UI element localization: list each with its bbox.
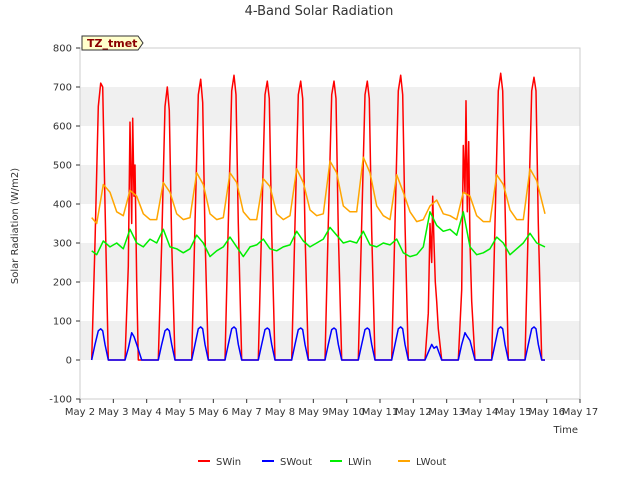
x-tick-label: May 6	[198, 407, 228, 418]
y-tick-label: -100	[49, 395, 72, 406]
y-axis-title: Solar Radiation (W/m2)	[10, 168, 21, 284]
x-axis-title: Time	[553, 425, 578, 436]
chart-title: 4-Band Solar Radiation	[245, 4, 394, 19]
x-tick-label: May 17	[562, 407, 599, 418]
y-tick-label: 100	[53, 317, 72, 328]
y-tick-label: 700	[53, 83, 72, 94]
x-tick-label: May 13	[428, 407, 465, 418]
x-tick-label: May 14	[462, 407, 499, 418]
x-tick-label: May 5	[165, 407, 195, 418]
y-axis: -100 0 100 200 300 400 500 600 700 800	[49, 44, 80, 406]
y-tick-label: 800	[53, 44, 72, 55]
x-tick-label: May 7	[232, 407, 262, 418]
y-tick-label: 200	[53, 278, 72, 289]
series-layer	[90, 72, 546, 361]
series-line-swout	[90, 326, 545, 361]
legend-label-lwout: LWout	[416, 457, 446, 468]
x-tick-label: May 4	[132, 407, 162, 418]
y-tick-label: 500	[53, 161, 72, 172]
legend-label-lwin: LWin	[348, 457, 371, 468]
series-line-lwin	[91, 211, 546, 258]
x-tick-label: May 8	[265, 407, 295, 418]
x-tick-label: May 11	[362, 407, 399, 418]
site-label-box: TZ_tmet	[81, 35, 144, 51]
grid-band	[80, 243, 580, 282]
x-tick-label: May 15	[495, 407, 532, 418]
grid-band	[80, 87, 580, 126]
x-tick-label: May 3	[98, 407, 128, 418]
x-tick-label: May 12	[395, 407, 432, 418]
x-tick-label: May 9	[298, 407, 328, 418]
y-tick-label: 400	[53, 200, 72, 211]
y-tick-label: 0	[66, 356, 72, 367]
legend-label-swout: SWout	[280, 457, 312, 468]
legend-label-swin: SWin	[216, 457, 241, 468]
x-tick-label: May 10	[328, 407, 365, 418]
y-tick-label: 300	[53, 239, 72, 250]
plot-frame	[79, 47, 581, 400]
site-label: TZ_tmet	[87, 37, 137, 50]
legend: SWin SWout LWin LWout	[198, 457, 446, 468]
x-axis: May 2 May 3 May 4 May 5 May 6 May 7 May 8 May 9…	[65, 399, 598, 418]
y-tick-label: 600	[53, 122, 72, 133]
x-tick-label: May 2	[65, 407, 95, 418]
series-line-lwout	[91, 156, 546, 225]
x-tick-label: May 16	[528, 407, 565, 418]
